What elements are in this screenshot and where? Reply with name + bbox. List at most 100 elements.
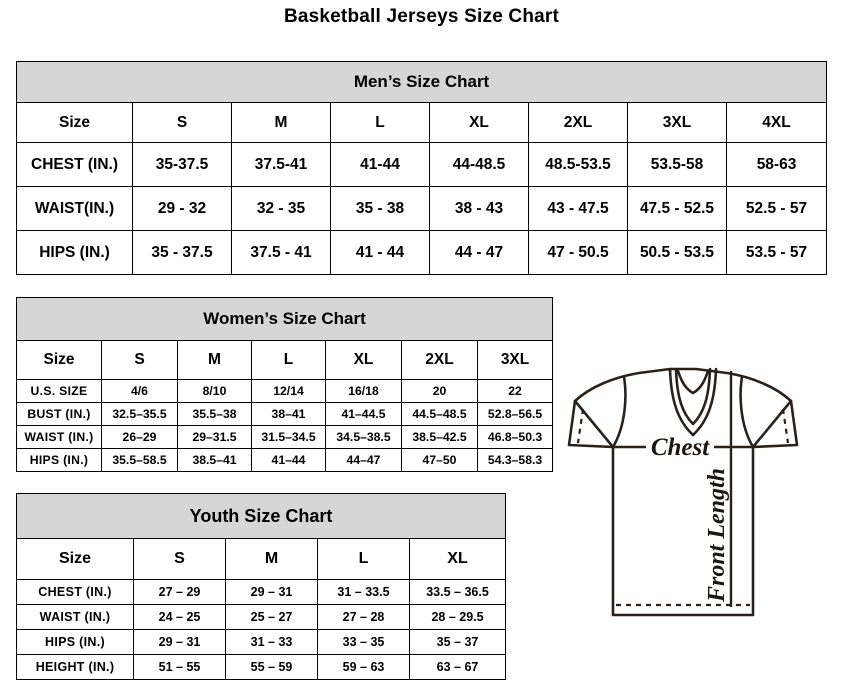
youth-header-m: M xyxy=(225,538,318,580)
womens-row-label-waist: WAIST (IN.) xyxy=(16,425,102,449)
youth-row-label-height: HEIGHT (IN.) xyxy=(16,654,134,680)
mens-chest-s: 35-37.5 xyxy=(132,142,232,187)
womens-row-label-us-size: U.S. SIZE xyxy=(16,379,102,403)
youth-header-xl: XL xyxy=(408,538,507,580)
mens-chest-xl: 44-48.5 xyxy=(429,142,529,187)
womens-hips-s: 35.5–58.5 xyxy=(101,448,178,472)
womens-bust-l: 38–41 xyxy=(251,402,326,426)
mens-chest-2xl: 48.5-53.5 xyxy=(528,142,628,187)
mens-waist-xl: 38 - 43 xyxy=(429,186,529,231)
womens-header-l: L xyxy=(251,340,326,380)
womens-row-label-bust: BUST (IN.) xyxy=(16,402,102,426)
womens-hips-m: 38.5–41 xyxy=(177,448,252,472)
front-length-label: Front Length xyxy=(704,468,730,603)
womens-hips-3xl: 54.3–58.3 xyxy=(476,448,554,472)
page-title: Basketball Jerseys Size Chart xyxy=(283,6,560,27)
table-row: HIPS (IN.) 35.5–58.5 38.5–41 41–44 44–47… xyxy=(16,448,554,472)
table-row: BUST (IN.) 32.5–35.5 35.5–38 38–41 41–44… xyxy=(16,402,554,426)
mens-waist-l: 35 - 38 xyxy=(330,186,430,231)
youth-header-size: Size xyxy=(16,538,134,580)
jersey-right-cuff-stitch xyxy=(781,408,790,444)
youth-height-l: 59 – 63 xyxy=(317,654,410,680)
youth-chest-l: 31 – 33.5 xyxy=(317,579,410,605)
womens-bust-2xl: 44.5–48.5 xyxy=(401,402,478,426)
mens-waist-s: 29 - 32 xyxy=(132,186,232,231)
youth-caption-row: Youth Size Chart xyxy=(15,493,507,539)
womens-bust-m: 35.5–38 xyxy=(177,402,252,426)
mens-chest-m: 37.5-41 xyxy=(231,142,331,187)
table-row: WAIST (IN.) 24 – 25 25 – 27 27 – 28 28 –… xyxy=(16,604,507,630)
womens-caption-row: Women’s Size Chart xyxy=(15,297,554,341)
youth-waist-m: 25 – 27 xyxy=(225,604,318,630)
womens-waist-xl: 34.5–38.5 xyxy=(325,425,402,449)
womens-ussize-2xl: 20 xyxy=(401,379,478,403)
jersey-measurement-diagram: Chest Front Length xyxy=(528,355,838,655)
youth-waist-xl: 28 – 29.5 xyxy=(408,604,507,630)
youth-header-s: S xyxy=(133,538,226,580)
table-row: HIPS (IN.) 29 – 31 31 – 33 33 – 35 35 – … xyxy=(16,629,507,655)
youth-waist-s: 24 – 25 xyxy=(133,604,226,630)
womens-hips-xl: 44–47 xyxy=(325,448,402,472)
youth-hips-l: 33 – 35 xyxy=(317,629,410,655)
jersey-collar-band xyxy=(676,369,710,395)
table-row: CHEST (IN.) 27 – 29 29 – 31 31 – 33.5 33… xyxy=(16,579,507,605)
womens-hips-2xl: 47–50 xyxy=(401,448,478,472)
mens-size-chart-table: Men’s Size Chart Size S M L XL 2XL 3XL 4… xyxy=(15,61,828,275)
mens-row-label-hips: HIPS (IN.) xyxy=(16,230,133,275)
mens-hips-2xl: 47 - 50.5 xyxy=(528,230,628,275)
youth-chest-m: 29 – 31 xyxy=(225,579,318,605)
mens-header-s: S xyxy=(132,102,232,143)
mens-header-m: M xyxy=(231,102,331,143)
youth-header-l: L xyxy=(317,538,410,580)
chest-label: Chest xyxy=(651,434,710,461)
mens-hips-4xl: 53.5 - 57 xyxy=(725,230,828,275)
mens-header-xl: XL xyxy=(429,102,529,143)
mens-hips-l: 41 - 44 xyxy=(330,230,430,275)
mens-header-4xl: 4XL xyxy=(725,102,828,143)
womens-waist-m: 29–31.5 xyxy=(177,425,252,449)
mens-header-2xl: 2XL xyxy=(528,102,628,143)
jersey-right-sleeve-hem xyxy=(751,399,799,449)
youth-row-label-chest: CHEST (IN.) xyxy=(16,579,134,605)
mens-waist-4xl: 52.5 - 57 xyxy=(725,186,828,231)
youth-row-label-hips: HIPS (IN.) xyxy=(16,629,134,655)
womens-header-s: S xyxy=(101,340,178,380)
womens-bust-s: 32.5–35.5 xyxy=(101,402,178,426)
mens-header-3xl: 3XL xyxy=(627,102,727,143)
table-row: WAIST (IN.) 26–29 29–31.5 31.5–34.5 34.5… xyxy=(16,425,554,449)
jersey-vneck-outer xyxy=(668,367,718,437)
mens-waist-3xl: 47.5 - 52.5 xyxy=(627,186,727,231)
table-row: HEIGHT (IN.) 51 – 55 55 – 59 59 – 63 63 … xyxy=(16,654,507,680)
womens-ussize-m: 8/10 xyxy=(177,379,252,403)
table-row: U.S. SIZE 4/6 8/10 12/14 16/18 20 22 xyxy=(16,379,554,403)
mens-chest-4xl: 58-63 xyxy=(725,142,828,187)
youth-hips-xl: 35 – 37 xyxy=(408,629,507,655)
mens-chart-caption: Men’s Size Chart xyxy=(15,61,828,103)
mens-waist-m: 32 - 35 xyxy=(231,186,331,231)
youth-header-row: Size S M L XL xyxy=(16,538,507,580)
mens-chest-l: 41-44 xyxy=(330,142,430,187)
youth-hips-s: 29 – 31 xyxy=(133,629,226,655)
youth-height-m: 55 – 59 xyxy=(225,654,318,680)
jersey-left-sleeve-hem xyxy=(567,399,615,449)
womens-header-m: M xyxy=(177,340,252,380)
mens-header-size: Size xyxy=(16,102,133,143)
womens-header-2xl: 2XL xyxy=(401,340,478,380)
womens-header-row: Size S M L XL 2XL 3XL xyxy=(16,340,554,380)
mens-chest-3xl: 53.5-58 xyxy=(627,142,727,187)
womens-waist-l: 31.5–34.5 xyxy=(251,425,326,449)
mens-row-label-waist: WAIST(IN.) xyxy=(16,186,133,231)
table-row: WAIST(IN.) 29 - 32 32 - 35 35 - 38 38 - … xyxy=(16,186,828,231)
mens-row-label-chest: CHEST (IN.) xyxy=(16,142,133,187)
womens-header-size: Size xyxy=(16,340,102,380)
womens-waist-2xl: 38.5–42.5 xyxy=(401,425,478,449)
mens-caption-row: Men’s Size Chart xyxy=(15,61,828,103)
womens-ussize-l: 12/14 xyxy=(251,379,326,403)
womens-hips-l: 41–44 xyxy=(251,448,326,472)
mens-hips-3xl: 50.5 - 53.5 xyxy=(627,230,727,275)
table-row: CHEST (IN.) 35-37.5 37.5-41 41-44 44-48.… xyxy=(16,142,828,187)
youth-hips-m: 31 – 33 xyxy=(225,629,318,655)
mens-header-row: Size S M L XL 2XL 3XL 4XL xyxy=(16,102,828,143)
womens-row-label-hips: HIPS (IN.) xyxy=(16,448,102,472)
youth-row-label-waist: WAIST (IN.) xyxy=(16,604,134,630)
